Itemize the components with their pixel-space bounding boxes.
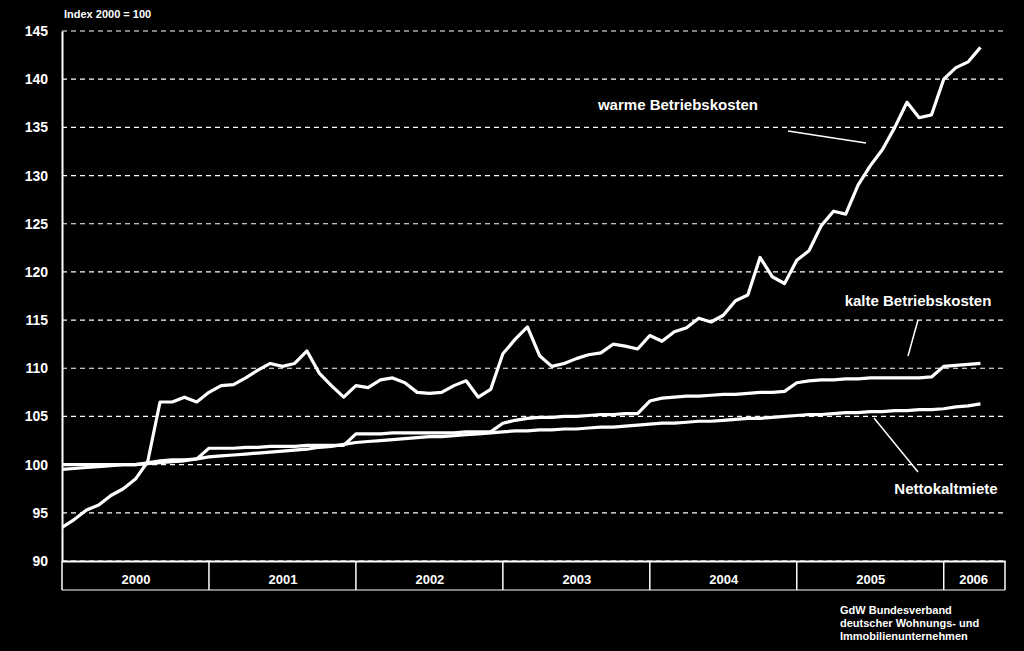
x-tick-label: 2002 — [415, 572, 444, 587]
grid-line — [62, 30, 1005, 31]
x-tick: 2005 — [856, 561, 885, 587]
y-tick: 120 — [25, 264, 62, 280]
y-axis-title: Index 2000 = 100 — [64, 8, 151, 20]
y-axis: 90 95 100 105 110 115 120 125 130 135 140 145 — [25, 23, 63, 569]
x-tick: 2002 — [415, 561, 444, 587]
chart: 9095100105110115120125130135140145200020… — [0, 0, 1024, 651]
x-axis: 2000 2001 2002 2003 2004 2005 2006 — [63, 561, 1006, 587]
label-pointer — [908, 320, 918, 356]
series-label: warme Betriebskosten — [597, 96, 758, 113]
x-tick: 2004 — [709, 561, 739, 587]
y-tick: 100 — [25, 457, 62, 473]
year-separator — [943, 561, 945, 590]
y-tick: 140 — [25, 71, 62, 87]
y-tick-label: 145 — [25, 23, 49, 39]
x-tick-label: 2006 — [959, 572, 988, 587]
x-tick: 2001 — [268, 561, 297, 587]
year-separator — [61, 561, 63, 590]
y-tick-label: 100 — [25, 457, 49, 473]
series-label: Nettokaltmiete — [894, 480, 997, 497]
grid-line — [62, 319, 1005, 320]
y-tick-label: 120 — [25, 264, 49, 280]
grid-line — [62, 368, 1005, 369]
year-separator — [208, 561, 210, 590]
x-tick-label: 2000 — [122, 572, 151, 587]
x-tick: 2000 — [122, 561, 151, 587]
y-tick: 135 — [25, 119, 62, 135]
x-tick-label: 2005 — [856, 572, 885, 587]
y-tick: 125 — [25, 216, 62, 232]
grid — [62, 31, 1005, 561]
grid-line — [62, 464, 1005, 465]
y-tick: 105 — [25, 408, 62, 424]
grid-line — [62, 79, 1005, 80]
x-axis-line — [63, 561, 1006, 563]
label-pointer — [788, 131, 866, 143]
y-tick-label: 135 — [25, 119, 49, 135]
series-line — [62, 404, 980, 470]
x-tick-label: 2004 — [709, 572, 739, 587]
series-label: kalte Betriebskosten — [845, 292, 992, 309]
year-separator — [355, 561, 357, 590]
source-text: deutscher Wohnungs- und — [840, 617, 979, 629]
y-tick-label: 95 — [32, 505, 48, 521]
series-line — [62, 47, 980, 527]
x-tick: 2006 — [959, 561, 988, 587]
y-tick: 95 — [32, 505, 62, 521]
year-separator — [1004, 561, 1006, 590]
y-tick-label: 90 — [32, 553, 48, 569]
y-tick: 145 — [25, 23, 62, 39]
year-separators — [62, 561, 1005, 590]
y-tick: 110 — [25, 360, 62, 376]
grid-line — [62, 512, 1005, 513]
band-line — [62, 590, 1005, 591]
grid-line — [62, 127, 1005, 128]
y-tick-label: 140 — [25, 71, 49, 87]
lines — [62, 47, 980, 527]
y-tick-label: 110 — [25, 360, 48, 376]
year-separator — [649, 561, 651, 590]
grid-line — [62, 271, 1005, 272]
label-pointer — [874, 418, 918, 472]
year-separator — [796, 561, 798, 590]
y-tick-label: 130 — [25, 168, 49, 184]
source-text: Immobilienunternehmen — [840, 630, 968, 642]
y-tick: 90 — [32, 553, 62, 569]
x-tick-label: 2001 — [268, 572, 297, 587]
series-labels: warme Betriebskosten kalte Betriebskosten… — [597, 96, 998, 497]
year-separator — [502, 561, 504, 590]
grid-line — [62, 560, 1005, 561]
x-tick-label: 2003 — [562, 572, 591, 587]
y-tick-label: 105 — [25, 408, 49, 424]
annotations: GdW Bundesverbanddeutscher Wohnungs- und… — [840, 604, 979, 642]
y-tick-label: 125 — [25, 216, 49, 232]
source-text: GdW Bundesverband — [840, 604, 952, 616]
y-tick: 115 — [25, 312, 62, 328]
y-axis-line — [62, 32, 64, 562]
y-tick-label: 115 — [25, 312, 48, 328]
y-tick: 130 — [25, 168, 62, 184]
x-tick: 2003 — [562, 561, 591, 587]
plot-area: 9095100105110115120125130135140145200020… — [25, 23, 1006, 590]
grid-line — [62, 223, 1005, 224]
